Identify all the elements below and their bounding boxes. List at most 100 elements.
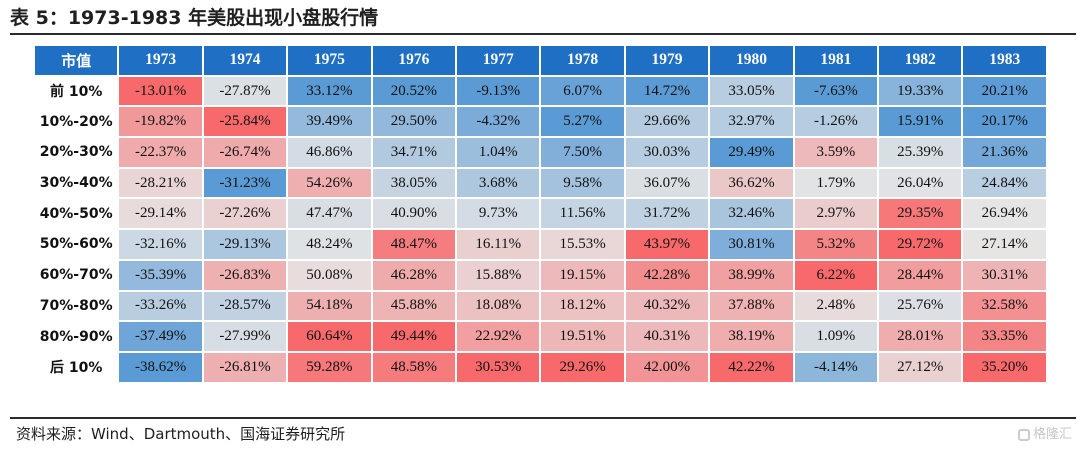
heatmap-cell: -31.23%: [201, 166, 289, 200]
heatmap-cell: -33.26%: [117, 289, 204, 323]
chart-title: 表 5：1973-1983 年美股出现小盘股行情: [10, 7, 379, 29]
heatmap-cell: 43.97%: [623, 228, 711, 261]
heatmap-cell: -27.26%: [201, 197, 289, 231]
column-header: 1978: [539, 44, 626, 77]
row-label: 70%-80%: [32, 289, 120, 323]
heatmap-cell: -26.81%: [201, 350, 289, 384]
column-header: 1976: [370, 44, 458, 77]
heatmap-cell: -26.74%: [201, 136, 289, 169]
heatmap-cell: -19.82%: [117, 105, 204, 139]
heatmap-cell: 25.76%: [877, 289, 964, 323]
column-header: 1975: [286, 44, 373, 77]
heatmap-cell: 16.11%: [455, 228, 542, 261]
heatmap-cell: 28.44%: [877, 258, 964, 292]
heatmap-cell: 45.88%: [370, 289, 458, 323]
heatmap-cell: 48.24%: [286, 228, 373, 261]
heatmap-cell: -29.14%: [117, 197, 204, 231]
heatmap-cell: -4.32%: [455, 105, 542, 139]
heatmap-cell: 1.09%: [792, 320, 880, 353]
row-label: 50%-60%: [32, 228, 120, 261]
table-row: 10%-20% -19.82% -25.84% 39.49% 29.50% -4.32% 5…: [32, 105, 1048, 139]
heatmap-cell: 30.53%: [455, 350, 542, 384]
heatmap-cell: 48.47%: [370, 228, 458, 261]
heatmap-cell: 20.17%: [961, 105, 1048, 139]
heatmap-cell: -27.87%: [201, 74, 289, 108]
heatmap-cell: -27.99%: [201, 320, 289, 353]
heatmap-cell: 46.28%: [370, 258, 458, 292]
heatmap-cell: -28.21%: [117, 166, 204, 200]
heatmap-cell: 29.66%: [623, 105, 711, 139]
heatmap-cell: 29.49%: [708, 136, 795, 169]
heatmap-cell: 15.91%: [877, 105, 964, 139]
heatmap-cell: 29.50%: [370, 105, 458, 139]
heatmap-cell: -1.26%: [792, 105, 880, 139]
heatmap-cell: 50.08%: [286, 258, 373, 292]
heatmap-cell: 29.26%: [539, 350, 626, 384]
heatmap-cell: 30.03%: [623, 136, 711, 169]
heatmap-cell: -32.16%: [117, 228, 204, 261]
heatmap-cell: 9.73%: [455, 197, 542, 231]
row-label: 10%-20%: [32, 105, 120, 139]
heatmap-cell: 27.14%: [961, 228, 1048, 261]
watermark-icon: [1017, 428, 1030, 441]
heatmap-cell: 37.88%: [708, 289, 795, 323]
heatmap-cell: 7.50%: [539, 136, 626, 169]
column-header: 1977: [455, 44, 542, 77]
row-label: 80%-90%: [32, 320, 120, 353]
table-row: 后 10% -38.62% -26.81% 59.28% 48.58% 30.53% 29.…: [32, 350, 1048, 384]
heatmap-cell: 24.84%: [961, 166, 1048, 200]
heatmap-cell: 32.46%: [708, 197, 795, 231]
heatmap-cell: 15.53%: [539, 228, 626, 261]
row-label: 60%-70%: [32, 258, 120, 292]
heatmap-cell: 60.64%: [286, 320, 373, 353]
heatmap-cell: 32.58%: [961, 289, 1048, 323]
heatmap-cell: 25.39%: [877, 136, 964, 169]
heatmap-cell: 6.07%: [539, 74, 626, 108]
column-header: 1983: [961, 44, 1048, 77]
table-row: 70%-80% -33.26% -28.57% 54.18% 45.88% 18.08% 1…: [32, 289, 1048, 323]
heatmap-cell: -26.83%: [201, 258, 289, 292]
heatmap-cell: 34.71%: [370, 136, 458, 169]
heatmap-cell: 5.27%: [539, 105, 626, 139]
heatmap-cell: -37.49%: [117, 320, 204, 353]
header-row: 市值 1973 1974 1975 1976 1977 1978 1979 1980 1981 1…: [32, 44, 1048, 77]
top-rule: [10, 33, 1076, 35]
heatmap-cell: 54.26%: [286, 166, 373, 200]
heatmap-cell: 49.44%: [370, 320, 458, 353]
heatmap-cell: 30.31%: [961, 258, 1048, 292]
heatmap-cell: 1.79%: [792, 166, 880, 200]
heatmap-cell: 54.18%: [286, 289, 373, 323]
table-row: 50%-60% -32.16% -29.13% 48.24% 48.47% 16.11% 1…: [32, 228, 1048, 261]
heatmap-table: 市值 1973 1974 1975 1976 1977 1978 1979 1980 1981 1…: [32, 44, 1048, 384]
heatmap-cell: -4.14%: [792, 350, 880, 384]
heatmap-cell: -28.57%: [201, 289, 289, 323]
heatmap-cell: 11.56%: [539, 197, 626, 231]
heatmap-cell: -13.01%: [117, 74, 204, 108]
heatmap-cell: 36.62%: [708, 166, 795, 200]
heatmap-cell: 21.36%: [961, 136, 1048, 169]
heatmap-cell: 39.49%: [286, 105, 373, 139]
corner-header: 市值: [32, 44, 120, 77]
heatmap-cell: 9.58%: [539, 166, 626, 200]
watermark-logo: 格隆汇: [998, 424, 1072, 446]
row-label: 20%-30%: [32, 136, 120, 169]
heatmap-cell: 20.52%: [370, 74, 458, 108]
heatmap-cell: -25.84%: [201, 105, 289, 139]
heatmap-cell: 48.58%: [370, 350, 458, 384]
heatmap-cell: 33.12%: [286, 74, 373, 108]
table-row: 40%-50% -29.14% -27.26% 47.47% 40.90% 9.73% 11…: [32, 197, 1048, 231]
heatmap-cell: -35.39%: [117, 258, 204, 292]
heatmap-cell: 27.12%: [877, 350, 964, 384]
heatmap-cell: 42.22%: [708, 350, 795, 384]
heatmap-cell: 2.97%: [792, 197, 880, 231]
heatmap-cell: 38.19%: [708, 320, 795, 353]
column-header: 1973: [117, 44, 204, 77]
heatmap-cell: 6.22%: [792, 258, 880, 292]
row-label: 前 10%: [32, 74, 120, 108]
column-header: 1980: [708, 44, 795, 77]
watermark-text: 格隆汇: [1032, 427, 1072, 442]
heatmap-cell: 47.47%: [286, 197, 373, 231]
heatmap-cell: 42.00%: [623, 350, 711, 384]
table-row: 前 10% -13.01% -27.87% 33.12% 20.52% -9.13% 6.0…: [32, 74, 1048, 108]
heatmap-cell: 38.99%: [708, 258, 795, 292]
